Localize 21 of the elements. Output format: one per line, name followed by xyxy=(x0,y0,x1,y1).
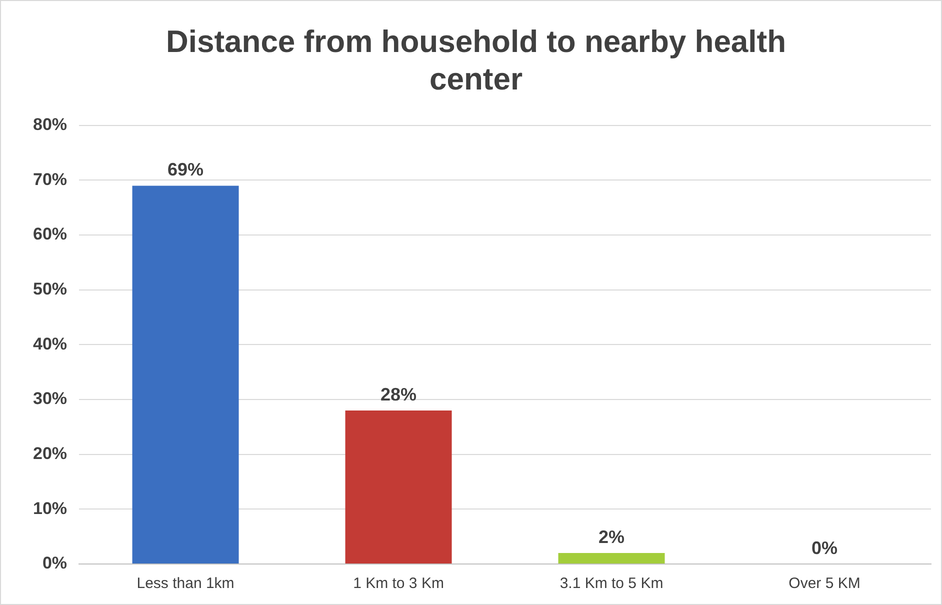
y-tick-label: 10% xyxy=(32,498,68,518)
y-tick-label: 40% xyxy=(32,334,68,354)
x-tick-label: Over 5 KM xyxy=(788,575,860,592)
y-tick-label: 30% xyxy=(32,389,68,408)
data-label: 69% xyxy=(168,160,204,180)
y-tick-label: 0% xyxy=(42,554,68,573)
y-tick-label: 60% xyxy=(32,224,68,244)
y-tick-label: 20% xyxy=(32,444,68,464)
data-label: 0% xyxy=(811,538,838,558)
chart-title: Distance from household to nearby health center xyxy=(166,24,786,96)
bar xyxy=(132,186,239,564)
x-tick-label: 3.1 Km to 5 Km xyxy=(560,575,664,592)
bar xyxy=(558,553,665,564)
y-tick-label: 70% xyxy=(32,170,68,189)
y-tick-label: 50% xyxy=(32,280,68,299)
x-tick-label: Less than 1km xyxy=(136,575,234,592)
x-tick-label: 1 Km to 3 Km xyxy=(353,575,444,592)
y-tick-label: 80% xyxy=(32,115,68,134)
data-label: 2% xyxy=(598,527,625,548)
data-label: 28% xyxy=(380,384,417,404)
bar xyxy=(345,410,452,564)
